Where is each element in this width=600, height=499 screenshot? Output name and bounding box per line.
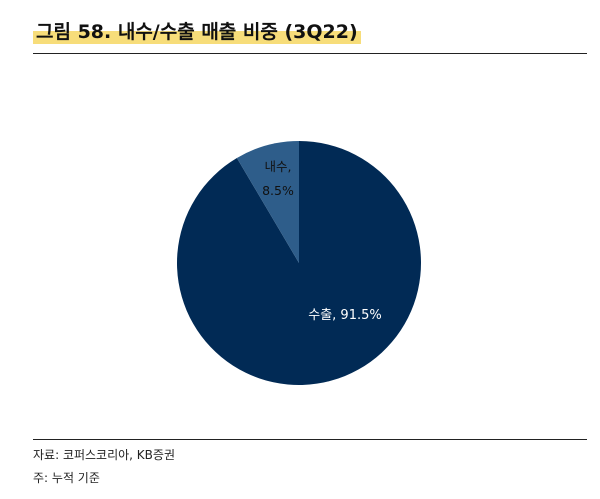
title-wrap: 그림 58. 내수/수출 매출 비중 (3Q22) [33, 20, 361, 44]
page-title: 그림 58. 내수/수출 매출 비중 (3Q22) [33, 20, 361, 44]
source-note: 자료: 코퍼스코리아, KB증권 [33, 448, 175, 462]
pie-label-domestic-line-2: 8.5% [262, 183, 294, 198]
pie-slice-export [176, 141, 421, 385]
footnote: 주: 누적 기준 [33, 471, 100, 485]
top-divider [33, 53, 587, 54]
bottom-divider [33, 439, 587, 440]
pie-slice-domestic [236, 141, 299, 263]
pie-label-domestic-line-1: 내수, [265, 159, 292, 174]
pie-label-export: 수출, 91.5% [308, 308, 381, 323]
